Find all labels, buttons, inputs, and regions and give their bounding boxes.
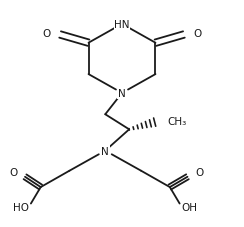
Text: HO: HO (13, 202, 29, 212)
Text: OH: OH (182, 202, 198, 212)
Text: N: N (102, 146, 109, 156)
Text: O: O (195, 167, 203, 177)
Text: O: O (194, 29, 202, 39)
Text: N: N (118, 89, 126, 99)
Text: CH₃: CH₃ (167, 116, 187, 126)
Text: O: O (10, 167, 18, 177)
Text: HN: HN (114, 20, 130, 30)
Text: O: O (42, 29, 50, 39)
